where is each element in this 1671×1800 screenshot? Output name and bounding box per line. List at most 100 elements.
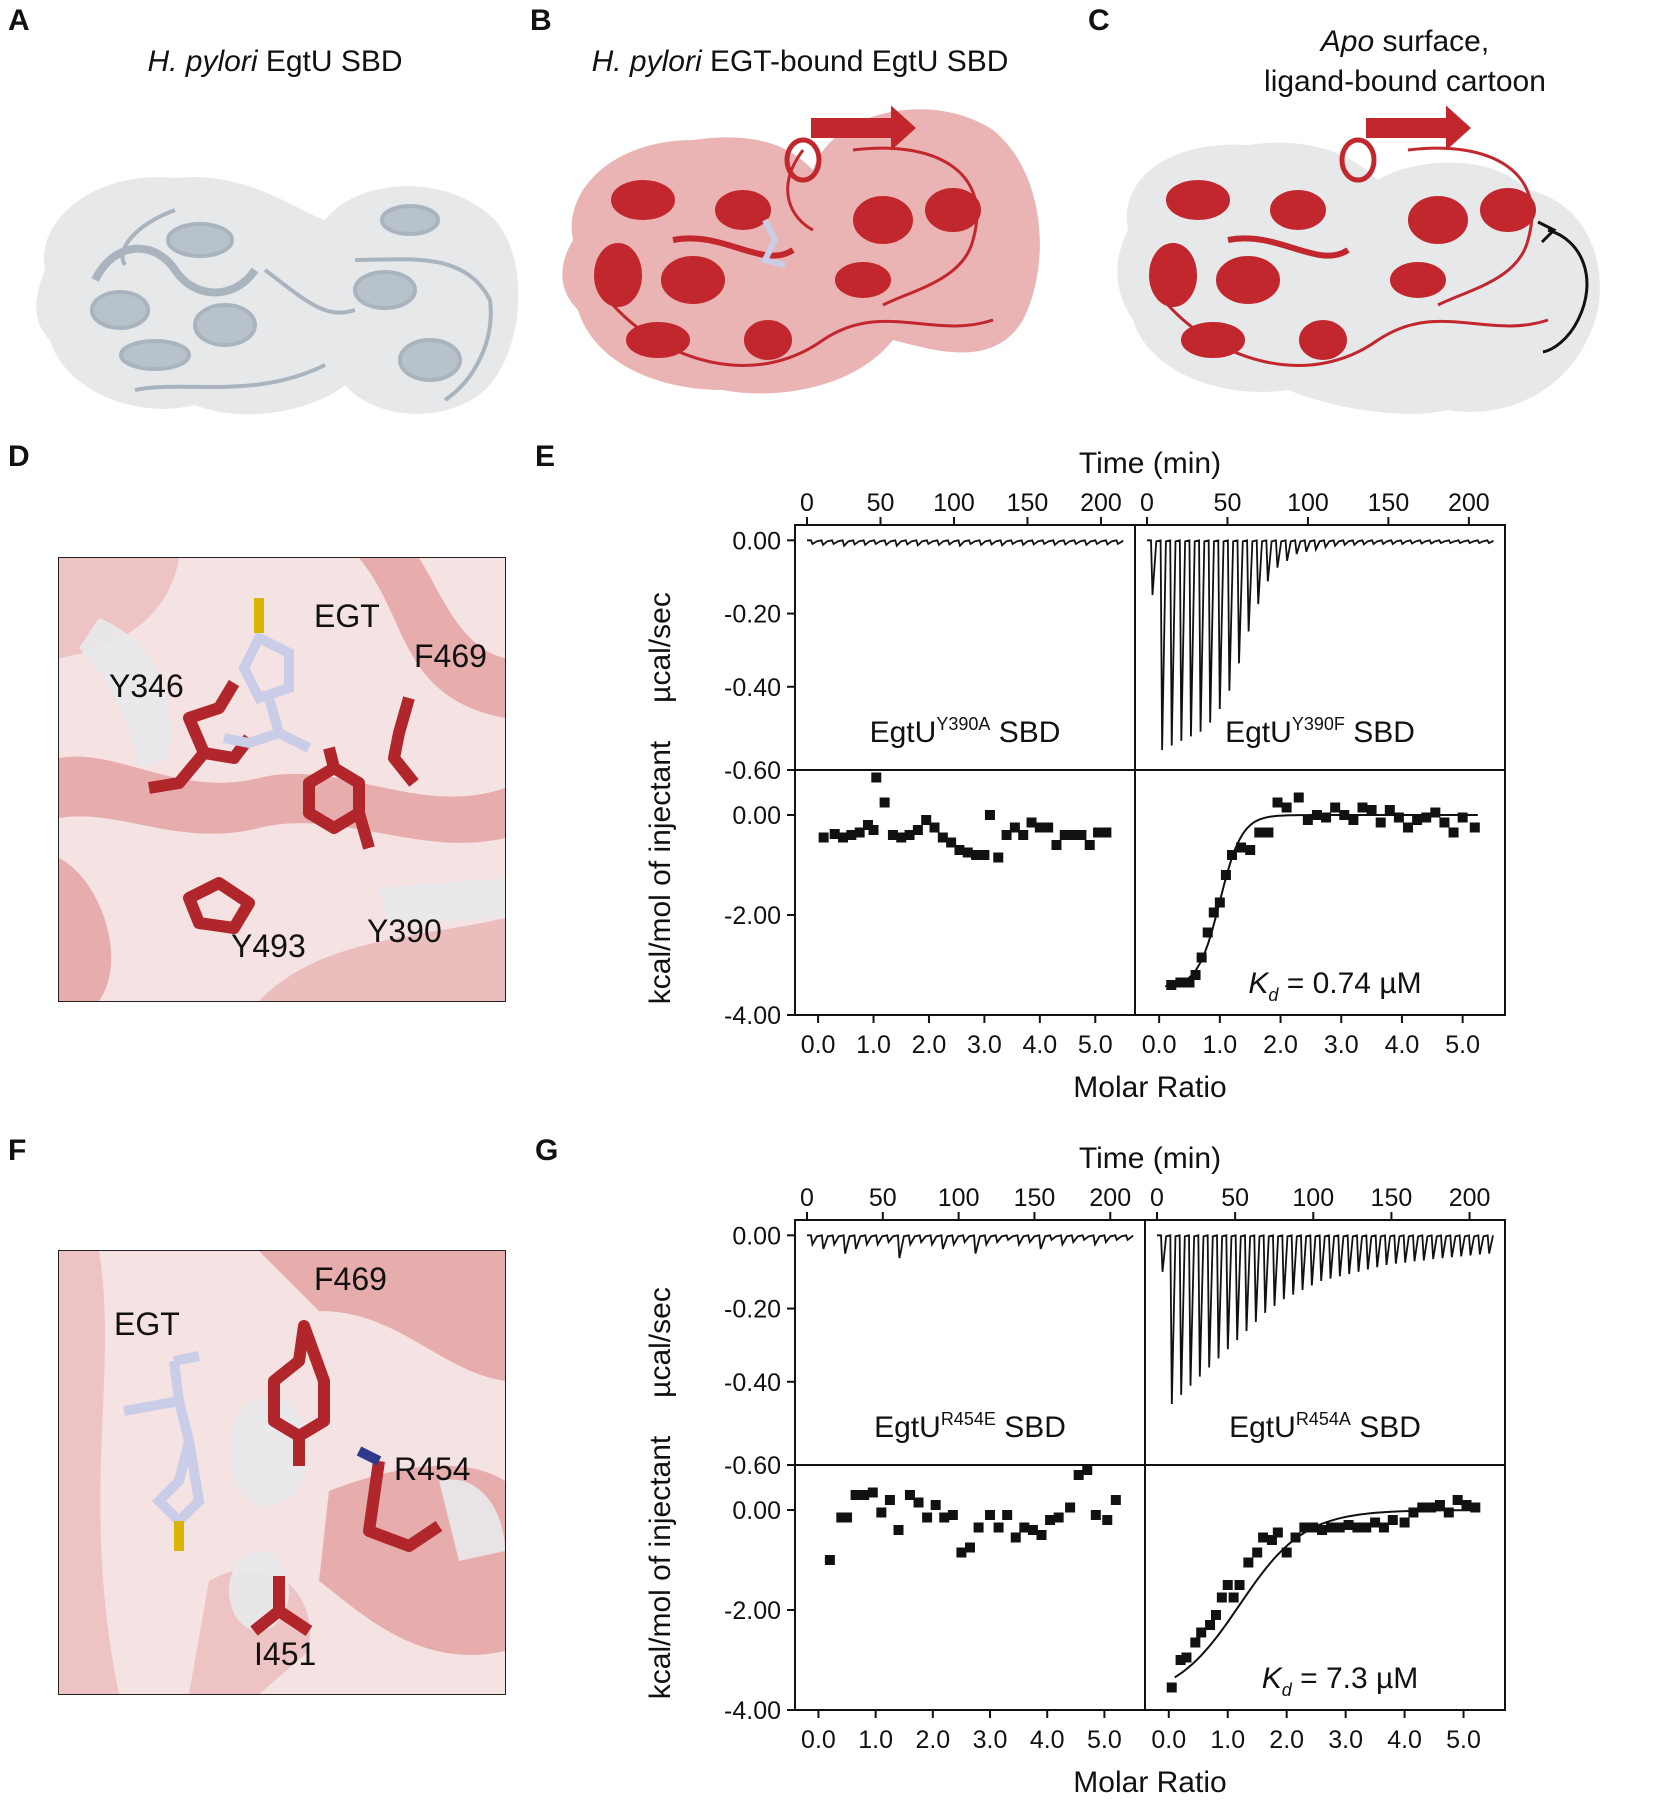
time-tick-label: 0	[800, 1184, 814, 1212]
ratio-tick-label: 1.0	[1210, 1726, 1245, 1754]
panel-b-title-italic: H. pylori	[591, 45, 702, 78]
data-point	[1026, 817, 1037, 828]
ratio-tick-label: 5.0	[1445, 1031, 1480, 1059]
data-point	[1361, 1522, 1372, 1533]
data-point	[1399, 1517, 1410, 1528]
egt-ligand-d	[223, 631, 312, 753]
data-point	[1281, 802, 1292, 813]
thermogram-left	[807, 539, 1124, 548]
data-point	[1202, 927, 1213, 938]
egt-ligand	[760, 218, 786, 268]
kcal-tick-label: -2.00	[724, 902, 781, 930]
residue-label-i451: I451	[254, 1636, 317, 1672]
residue-label-f469: F469	[414, 638, 487, 674]
data-point	[937, 832, 948, 843]
data-point	[1018, 830, 1029, 840]
residue-sticks-f	[250, 1320, 443, 1636]
data-point	[854, 827, 865, 838]
fit-curve	[1165, 814, 1478, 988]
time-tick-label: 50	[867, 489, 895, 517]
data-point	[921, 815, 932, 825]
data-point	[913, 1497, 924, 1508]
data-point	[971, 850, 982, 860]
data-point	[1065, 1502, 1076, 1513]
ratio-tick-label: 0.0	[801, 1031, 836, 1059]
ratio-tick-label: 1.0	[858, 1726, 893, 1754]
data-point	[1421, 812, 1432, 823]
data-point	[1019, 1522, 1030, 1533]
data-point	[1272, 1527, 1283, 1538]
data-point	[1236, 842, 1247, 853]
data-point	[1243, 1557, 1254, 1568]
ratio-tick-label: 3.0	[967, 1031, 1002, 1059]
ucal-tick-label: -0.60	[724, 1452, 781, 1480]
data-point	[1010, 1532, 1021, 1543]
ucal-axis-label: µcal/sec	[644, 592, 677, 703]
panel-c-title-line2: ligand-bound cartoon	[1264, 65, 1546, 98]
molar-ratio-label: Molar Ratio	[1073, 1766, 1226, 1799]
thermogram-left	[807, 1234, 1134, 1259]
time-tick-label: 100	[938, 1184, 980, 1212]
data-point	[1370, 1517, 1381, 1528]
fit-curve	[1174, 1509, 1479, 1679]
time-tick-label: 150	[1371, 1184, 1413, 1212]
data-point	[1190, 1637, 1201, 1648]
data-point	[1452, 1495, 1463, 1505]
time-tick-label: 100	[1287, 489, 1329, 517]
data-point	[1093, 827, 1104, 838]
data-point	[1408, 1507, 1419, 1518]
data-point	[1263, 827, 1274, 838]
ratio-tick-label: 3.0	[1324, 1031, 1359, 1059]
residue-label-egt-f: EGT	[114, 1306, 180, 1342]
data-point	[842, 1512, 853, 1523]
data-point	[1457, 812, 1468, 823]
residue-label-egt: EGT	[314, 598, 380, 634]
time-tick-label: 100	[1292, 1184, 1334, 1212]
panel-b-structure	[562, 105, 1040, 394]
data-point	[1448, 827, 1459, 838]
data-point	[1430, 807, 1441, 818]
ratio-tick-label: 4.0	[1387, 1726, 1422, 1754]
data-point	[1343, 1520, 1354, 1530]
data-point	[1234, 1580, 1245, 1590]
rotation-arrow-icon	[1537, 220, 1589, 354]
data-point	[930, 1500, 941, 1510]
data-point	[1330, 802, 1341, 813]
data-point	[962, 847, 973, 858]
data-point	[973, 1522, 984, 1533]
ucal-tick-label: 0.00	[732, 527, 781, 555]
data-point	[1317, 1525, 1328, 1535]
kcal-axis-label: kcal/mol of injectant	[644, 1435, 677, 1699]
data-point	[1357, 802, 1368, 813]
time-tick-label: 50	[869, 1184, 897, 1212]
data-point	[1196, 1627, 1207, 1638]
data-point	[1102, 1515, 1113, 1525]
data-point	[956, 1547, 967, 1558]
kcal-tick-label: 0.00	[732, 802, 781, 830]
kd-label: Kd = 0.74 µM	[1248, 967, 1421, 1005]
data-point	[862, 820, 873, 830]
data-point	[946, 837, 957, 848]
ucal-tick-label: -0.20	[724, 601, 781, 629]
bound-cartoon	[594, 105, 994, 367]
sample-label-right: EgtUR454A SBD	[1229, 1409, 1421, 1444]
data-point	[1045, 1515, 1056, 1525]
data-point	[1378, 1522, 1389, 1533]
data-point	[884, 1495, 895, 1505]
ratio-tick-label: 2.0	[912, 1031, 947, 1059]
data-point	[1009, 822, 1020, 833]
ratio-tick-label: 4.0	[1385, 1031, 1420, 1059]
residue-label-y346: Y346	[109, 668, 184, 704]
data-point	[1272, 797, 1283, 808]
apo-cartoon	[90, 204, 493, 402]
data-point	[1073, 1470, 1084, 1480]
sample-label-left: EgtUR454E SBD	[874, 1409, 1066, 1444]
residue-label-r454: R454	[394, 1451, 471, 1487]
thermogram-right	[1147, 539, 1494, 751]
data-point	[871, 772, 882, 783]
data-point	[824, 1555, 835, 1565]
data-point	[838, 832, 849, 843]
time-tick-label: 50	[1214, 489, 1242, 517]
data-point	[1043, 822, 1054, 833]
data-point	[1110, 1495, 1121, 1505]
